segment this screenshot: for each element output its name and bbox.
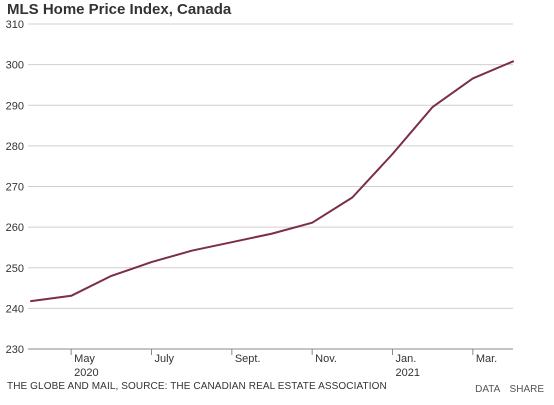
y-tick-label: 300: [6, 60, 24, 72]
footer-links: DATA SHARE: [468, 384, 544, 395]
x-tick-label: Jan.: [396, 353, 417, 365]
share-link[interactable]: SHARE: [509, 384, 544, 395]
y-tick-label: 240: [6, 303, 24, 315]
series-line-0: [30, 60, 514, 303]
source-note: THE GLOBE AND MAIL, SOURCE: THE CANADIAN…: [7, 381, 387, 392]
y-axis-ticks: 230 240 250 260 270 280 290 300 310: [6, 19, 24, 356]
x-tick-year-label: 2020: [74, 367, 98, 379]
x-tick-label: May: [74, 353, 95, 365]
y-tick-label: 250: [6, 263, 24, 275]
x-axis-ticks: May 2020 July Sept. Nov. Jan. 2021 Mar.: [70, 349, 497, 379]
series-layer: [30, 60, 514, 303]
x-tick-label: Sept.: [235, 353, 261, 365]
gridlines: [28, 23, 513, 350]
y-tick-label: 260: [6, 222, 24, 234]
x-tick-label: Mar.: [476, 353, 497, 365]
y-tick-label: 280: [6, 141, 24, 153]
chart-title: MLS Home Price Index, Canada: [7, 1, 232, 18]
y-tick-label: 290: [6, 100, 24, 112]
y-tick-label: 310: [6, 19, 24, 31]
x-tick-label: Nov.: [315, 353, 337, 365]
y-tick-label: 270: [6, 182, 24, 194]
y-tick-label: 230: [6, 344, 24, 356]
data-link[interactable]: DATA: [475, 384, 500, 395]
x-tick-year-label: 2021: [396, 367, 420, 379]
x-tick-label: July: [155, 353, 175, 365]
